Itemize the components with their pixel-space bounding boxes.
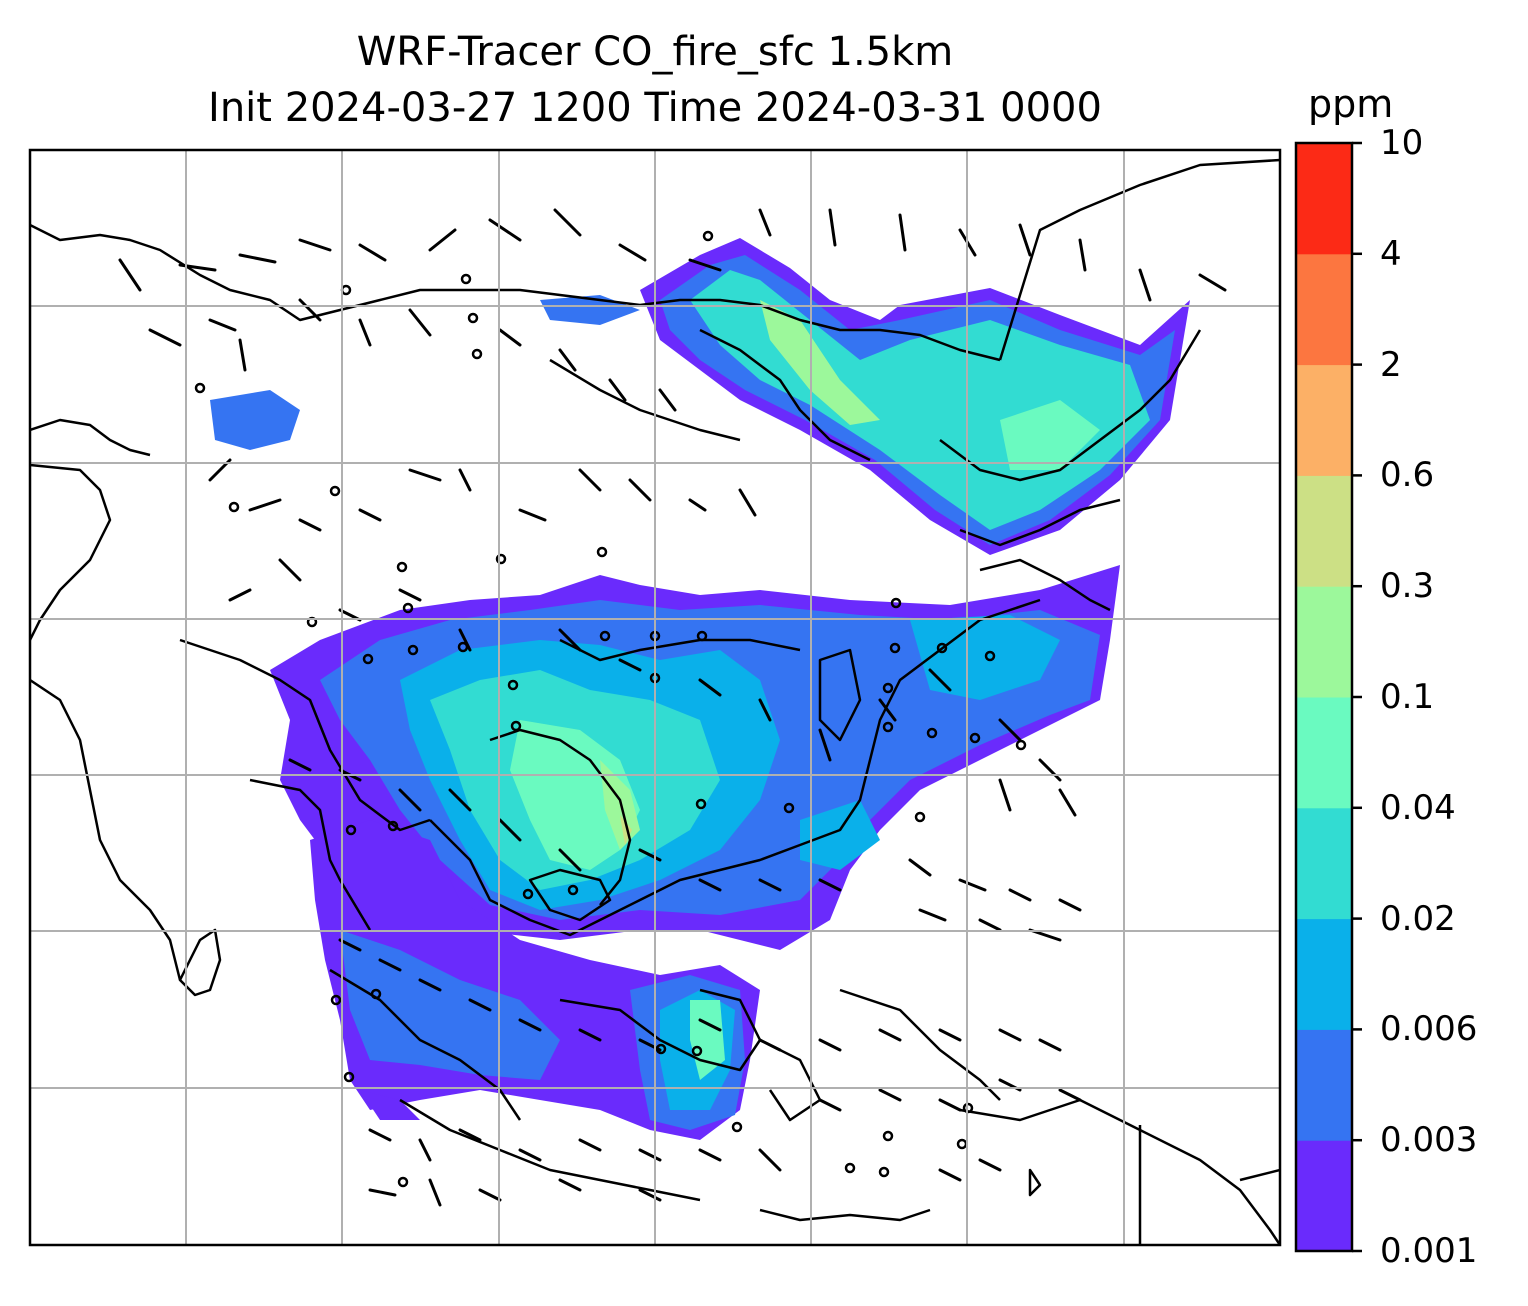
- map-frame: [28, 148, 1282, 1247]
- calm-wind-circles: [194, 230, 1027, 1188]
- map-title-line2: Init 2024-03-27 1200 Time 2024-03-31 000…: [208, 85, 1102, 131]
- colorbar-band: [1296, 918, 1352, 1030]
- map-title-line1: WRF-Tracer CO_fire_sfc 1.5km: [356, 29, 954, 75]
- colorbar-tick-label: 0.001: [1380, 1231, 1478, 1271]
- colorbar-tick-label: 0.003: [1380, 1120, 1478, 1161]
- wind-barbs: [118, 208, 1227, 1207]
- colorbar-tick-label: 0.3: [1380, 566, 1435, 607]
- colorbar-band: [1296, 364, 1352, 476]
- colorbar-band: [1296, 807, 1352, 920]
- colorbar-band: [1296, 253, 1352, 366]
- coastlines: [30, 158, 1280, 1245]
- colorbar-frame: [1294, 141, 1354, 1253]
- colorbar-band: [1296, 1029, 1352, 1141]
- colorbar-unit: ppm: [1308, 82, 1394, 126]
- colorbar-band: [1296, 475, 1352, 587]
- colorbar-tick-label: 4: [1380, 233, 1402, 274]
- colorbar-band: [1296, 697, 1352, 809]
- colorbar-tick-label: 0.6: [1380, 455, 1435, 496]
- colorbar-tick-label: 10: [1380, 123, 1424, 163]
- colorbar-band: [1296, 586, 1352, 698]
- colorbar-band: [1296, 143, 1352, 255]
- colorbar-tick-label: 2: [1380, 344, 1402, 385]
- colorbar-tick-label: 0.02: [1380, 898, 1456, 939]
- colorbar-band: [1296, 1140, 1352, 1252]
- gridlines: [30, 150, 1280, 1245]
- colorbar-tick-label: 0.04: [1380, 787, 1456, 828]
- colorbar-tick-label: 0.1: [1380, 677, 1435, 717]
- colorbar-tick-label: 0.006: [1380, 1009, 1478, 1050]
